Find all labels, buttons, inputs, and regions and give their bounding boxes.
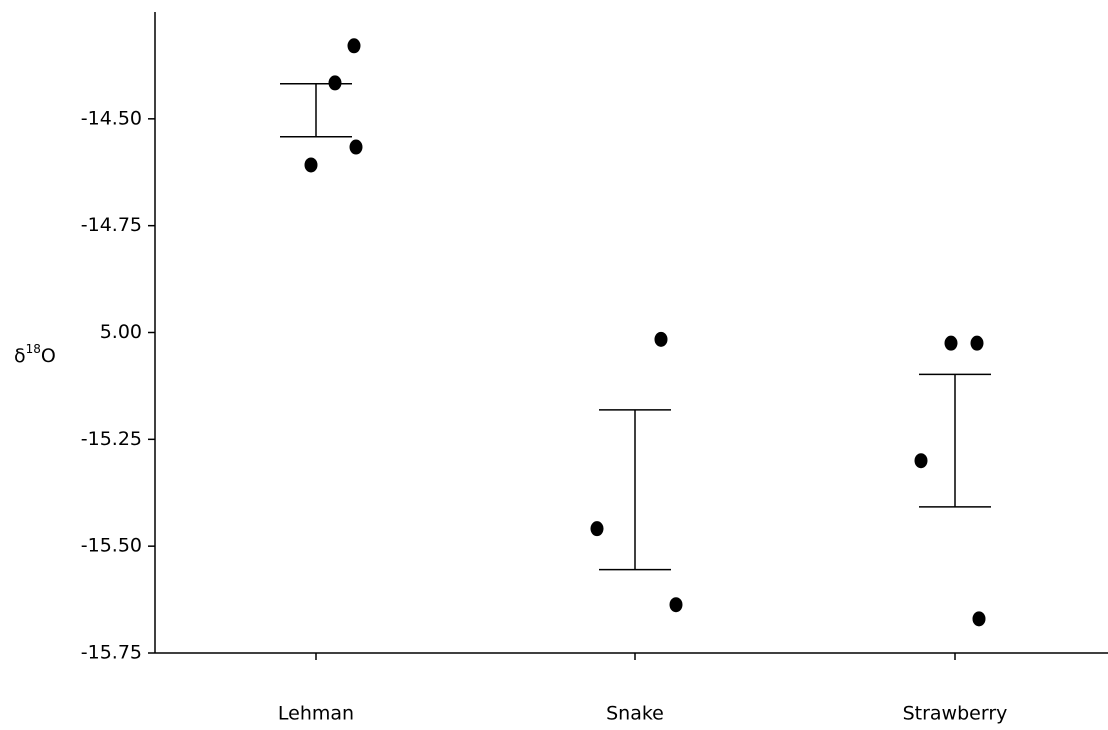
y-tick-label: -15.50 bbox=[81, 535, 142, 557]
data-point bbox=[590, 521, 604, 537]
y-label-part: O bbox=[41, 345, 56, 367]
data-point bbox=[304, 157, 318, 173]
y-tick-label: -14.75 bbox=[81, 214, 142, 236]
x-tick-label: Strawberry bbox=[903, 703, 1008, 725]
data-point bbox=[914, 453, 928, 469]
error-bar bbox=[599, 409, 671, 571]
data-point bbox=[970, 335, 984, 351]
data-point bbox=[944, 335, 958, 351]
x-tick-label: Lehman bbox=[278, 703, 354, 725]
error-bar bbox=[919, 373, 991, 508]
y-tick-label: -14.50 bbox=[81, 107, 142, 129]
y-axis-label: δ18O bbox=[14, 342, 56, 367]
data-point bbox=[347, 38, 361, 54]
y-label-sup: 18 bbox=[26, 342, 41, 356]
y-tick-label: -15.25 bbox=[81, 428, 142, 450]
data-point bbox=[654, 331, 668, 347]
data-point bbox=[349, 139, 363, 155]
y-tick-label: 5.00 bbox=[100, 321, 142, 343]
data-point bbox=[972, 611, 986, 627]
y-label-part: δ bbox=[14, 345, 26, 367]
y-tick-label: -15.75 bbox=[81, 642, 142, 664]
data-point bbox=[669, 597, 683, 613]
error-bar bbox=[280, 83, 352, 138]
x-tick-label: Snake bbox=[606, 703, 664, 725]
data-point bbox=[328, 75, 342, 91]
